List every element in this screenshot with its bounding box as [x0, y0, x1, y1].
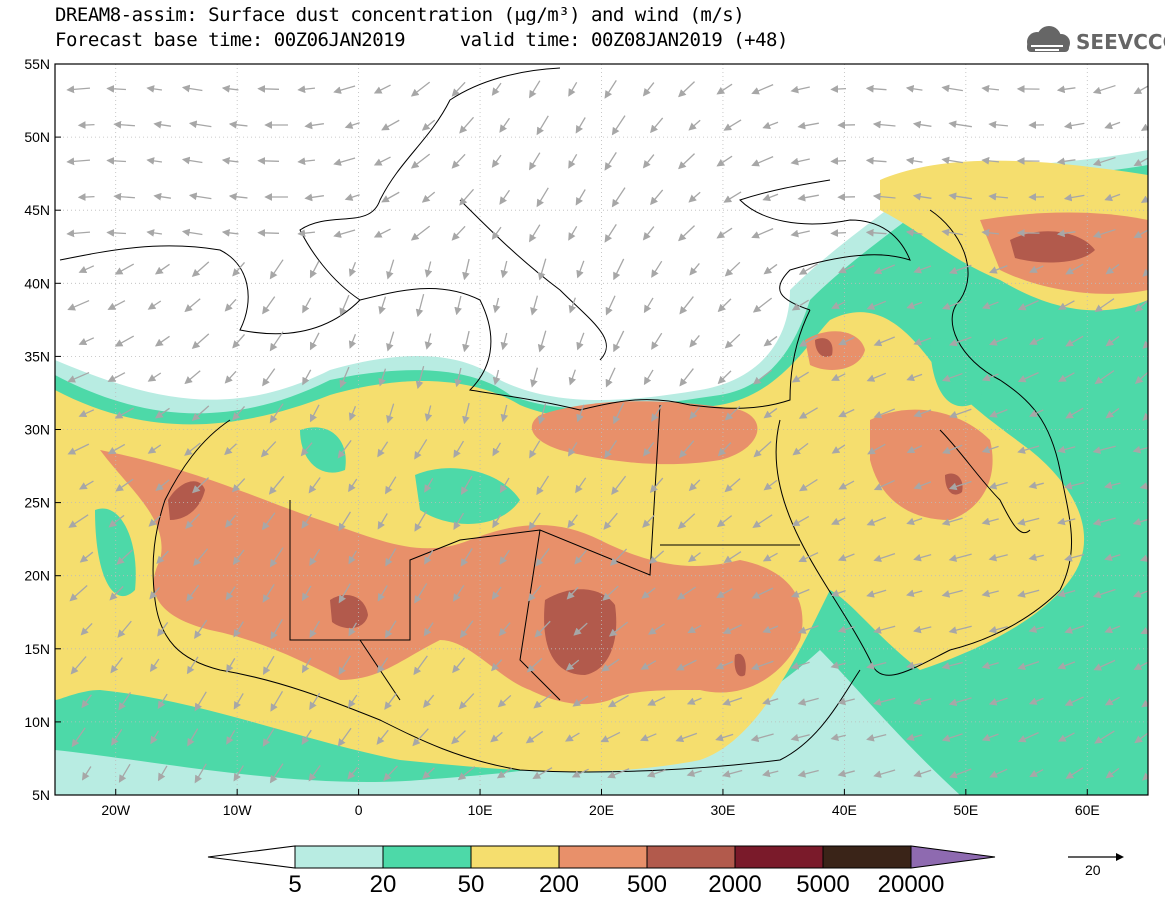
lon-label: 30E [710, 802, 735, 818]
colorbar-label: 50 [458, 871, 485, 898]
lon-label: 0 [355, 802, 363, 818]
lon-label: 60E [1075, 802, 1100, 818]
colorbar-label: 20000 [878, 871, 945, 898]
lat-label: 15N [24, 641, 50, 657]
lat-label: 5N [32, 787, 50, 803]
colorbar-label: 500 [627, 871, 667, 898]
seevccc-logo [1027, 26, 1070, 52]
colorbar-segment [558, 845, 648, 869]
lat-label: 25N [24, 495, 50, 511]
colorbar-label: 20 [370, 871, 397, 898]
wind-vectors [66, 80, 1148, 784]
map-subtitle: Forecast base time: 00Z06JAN2019 valid t… [55, 29, 788, 51]
colorbar-segment [294, 845, 384, 869]
lat-label: 30N [24, 422, 50, 438]
latitude-axis: 55N 50N 45N 40N 35N 30N 25N 20N 15N 10N 5N [24, 56, 61, 803]
logo-text: SEEVCCC [1076, 30, 1165, 54]
lat-label: 45N [24, 202, 50, 218]
lon-label: 40E [832, 802, 857, 818]
lat-label: 10N [24, 714, 50, 730]
map-title: DREAM8-assim: Surface dust concentration… [55, 4, 745, 26]
colorbar-under-triangle [207, 845, 296, 869]
colorbar-segment [734, 845, 824, 869]
colorbar-segment [382, 845, 472, 869]
wind-reference-label: 20 [1085, 862, 1101, 878]
lat-label: 40N [24, 275, 50, 291]
colorbar-label: 5 [288, 871, 301, 898]
lat-label: 20N [24, 568, 50, 584]
lon-label: 20W [101, 802, 131, 818]
lat-label: 35N [24, 348, 50, 364]
wind-reference-vector: 20 [1068, 853, 1124, 878]
colorbar-segment [646, 845, 736, 869]
colorbar-label: 2000 [708, 871, 761, 898]
colorbar-segment [470, 845, 560, 869]
colorbar-over-triangle [910, 845, 996, 869]
lat-label: 50N [24, 129, 50, 145]
colorbar-label: 5000 [796, 871, 849, 898]
longitude-axis: 20W 10W 0 10E 20E 30E 40E 50E 60E [101, 789, 1100, 818]
colorbar-segment [822, 845, 912, 869]
dust-contour-200 [100, 450, 803, 705]
lon-label: 50E [953, 802, 978, 818]
lon-label: 20E [589, 802, 614, 818]
lat-label: 55N [24, 56, 50, 72]
colorbar-label: 200 [539, 871, 579, 898]
lon-label: 10W [223, 802, 253, 818]
colorbar: 5 20 50 200 500 2000 5000 20000 [207, 845, 996, 898]
lon-label: 10E [468, 802, 493, 818]
